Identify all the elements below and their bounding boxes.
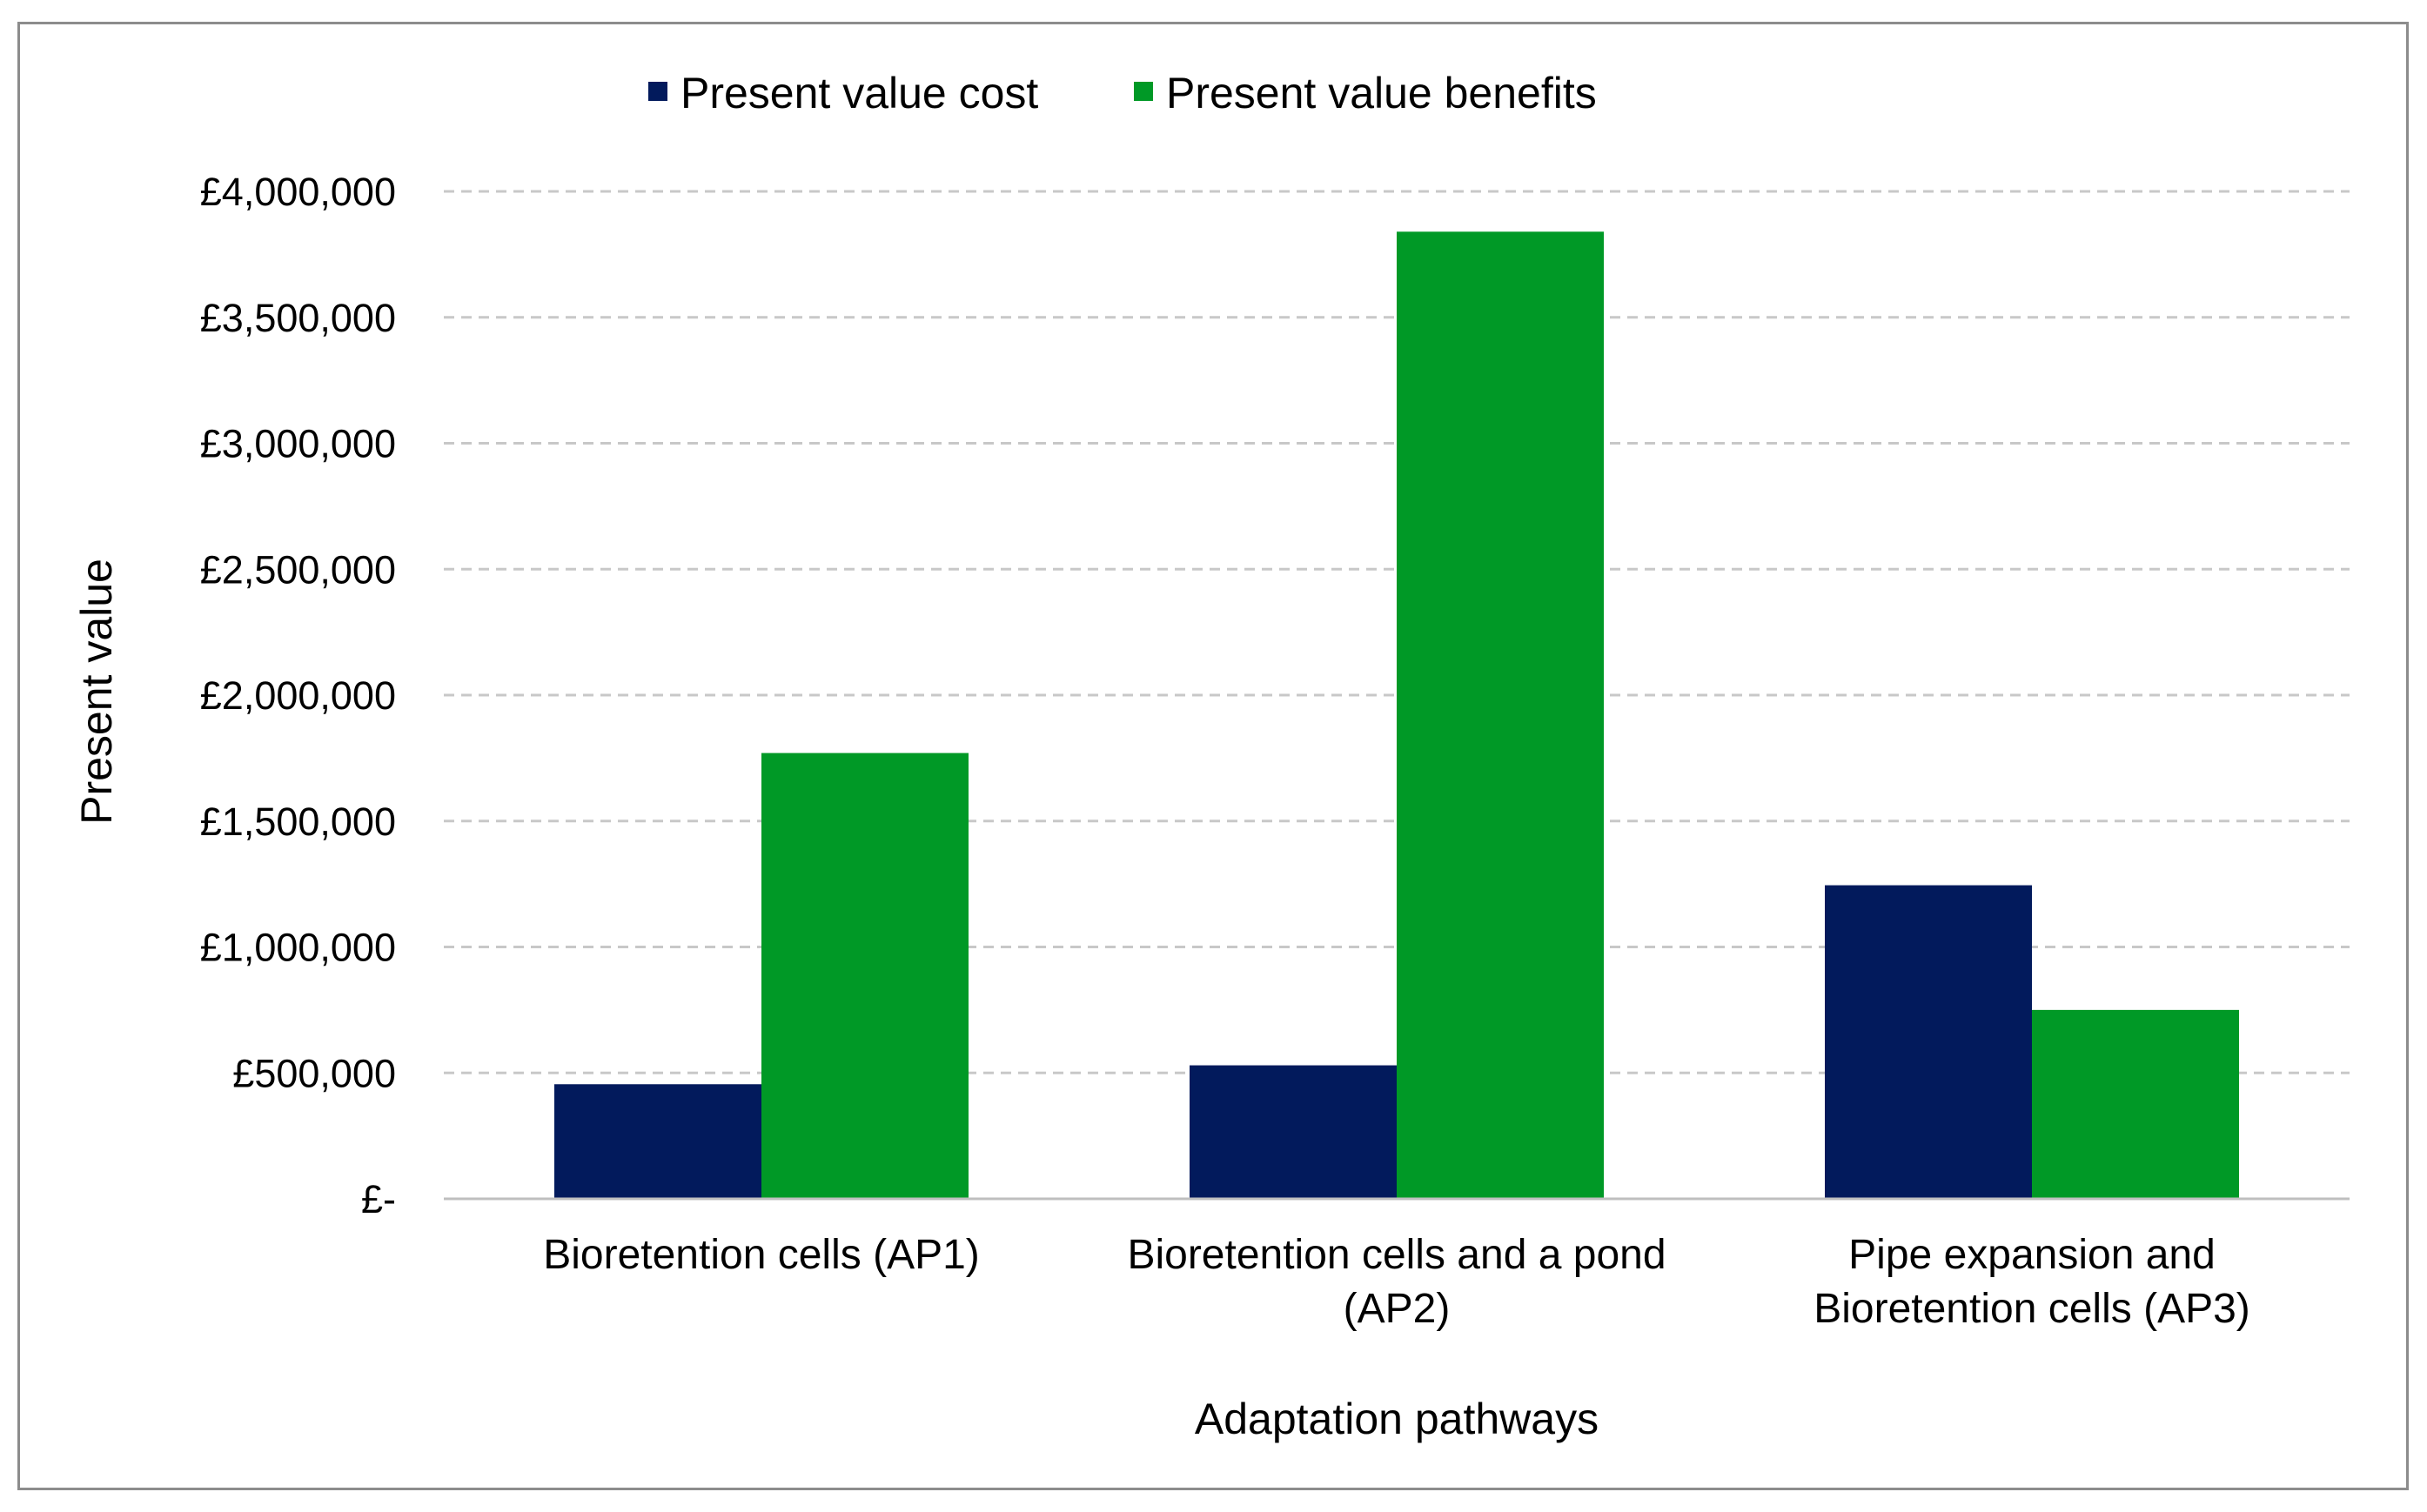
y-axis-title: Present value: [72, 559, 121, 825]
bar-cost: [1825, 885, 2032, 1199]
y-tick-label: £-: [361, 1177, 396, 1221]
bar-benefits: [1397, 231, 1604, 1199]
bar-benefits: [2032, 1009, 2239, 1199]
y-tick-label: £2,000,000: [200, 673, 396, 718]
x-tick-label-line: Bioretention cells and a pond: [1127, 1232, 1666, 1278]
y-tick-label: £1,500,000: [200, 799, 396, 844]
x-tick-label-line: (AP2): [1344, 1286, 1451, 1332]
bars: [554, 231, 2239, 1199]
x-tick-label-line: Bioretention cells (AP3): [1814, 1286, 2250, 1332]
x-tick-label-line: Pipe expansion and: [1848, 1232, 2216, 1278]
bar-cost: [1190, 1065, 1397, 1199]
legend-swatch: [1134, 82, 1153, 101]
y-tick-label: £2,500,000: [200, 547, 396, 592]
legend-swatch: [648, 82, 667, 101]
y-tick-label: £1,000,000: [200, 926, 396, 970]
x-tick-label: Bioretention cells (AP1): [543, 1232, 980, 1278]
legend-label: Present value cost: [680, 69, 1038, 117]
y-tick-label: £3,500,000: [200, 296, 396, 340]
chart-frame: [17, 22, 2409, 1490]
y-tick-label: £4,000,000: [200, 170, 396, 214]
x-tick-label: Bioretention cells and a pond (AP2): [1127, 1232, 1666, 1332]
bar-cost: [554, 1084, 761, 1199]
y-tick-label: £500,000: [232, 1051, 396, 1095]
y-tick-label: £3,000,000: [200, 422, 396, 466]
x-tick-label: Pipe expansion and Bioretention cells (AP…: [1814, 1232, 2250, 1332]
legend: Present value cost Present value benefits: [648, 69, 1597, 117]
x-axis-title: Adaptation pathways: [1195, 1395, 1599, 1443]
bar-benefits: [761, 753, 969, 1199]
x-tick-label-line: Bioretention cells (AP1): [543, 1232, 980, 1278]
axes: £- £500,000 £1,000,000 £1,500,000 £2,000,000…: [200, 170, 2350, 1332]
legend-label: Present value benefits: [1166, 69, 1597, 117]
